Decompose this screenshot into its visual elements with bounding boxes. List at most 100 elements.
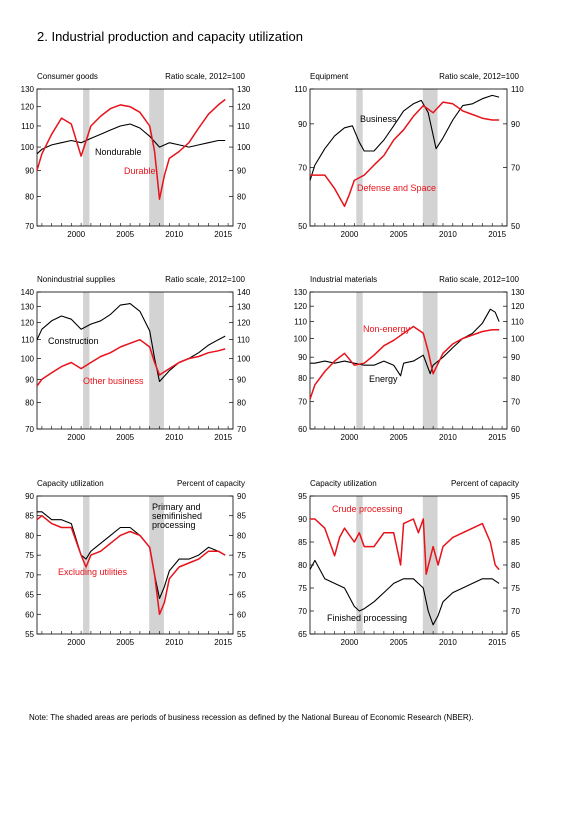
- panel-1-xtick-label: 2005: [116, 230, 134, 239]
- panel-2-recession-band-1: [356, 89, 363, 226]
- panel-5-ytick-label-left: 85: [25, 512, 34, 521]
- panel-6-recession-band-2: [422, 496, 438, 634]
- panel-4-ytick-label-right: 130: [511, 288, 525, 297]
- panel-2-ytick-label-left: 50: [298, 222, 307, 231]
- panel-3-ytick-label-right: 110: [237, 336, 250, 345]
- panel-3-ytick-label-right: 90: [237, 375, 246, 384]
- panel-4-ytick-label-left: 130: [294, 288, 308, 297]
- panel-4-ytick-label-right: 80: [511, 374, 520, 383]
- panel-6-ytick-label-left: 65: [298, 630, 307, 639]
- panel-3-ytick-label-right: 120: [237, 318, 251, 327]
- panel-4-unit-label: Ratio scale, 2012=100: [439, 275, 519, 284]
- panel-1-ytick-label-left: 110: [21, 122, 34, 131]
- panel-5-title: Capacity utilization: [37, 479, 104, 488]
- panel-1-xtick-label: 2010: [165, 230, 183, 239]
- panel-1-recession-band-2: [149, 89, 164, 226]
- panel-6-series-annotation-1: Crude processing: [332, 504, 403, 514]
- panel-1-ytick-label-right: 70: [237, 222, 246, 231]
- panel-5-ytick-label-right: 75: [237, 551, 246, 560]
- panel-3-ytick-label-left: 120: [21, 318, 35, 327]
- panel-6-ytick-label-left: 95: [298, 492, 307, 501]
- panel-6-recession-band-1: [356, 496, 363, 634]
- panel-1-ytick-label-right: 90: [237, 166, 246, 175]
- panel-2-ytick-label-right: 90: [511, 120, 520, 129]
- panel-3-series-line-2: [36, 338, 226, 387]
- panel-1-ytick-label-right: 100: [237, 143, 251, 152]
- panel-6-unit-label: Percent of capacity: [451, 479, 519, 488]
- panel-5-xtick-label: 2015: [214, 638, 232, 647]
- panel-5-xtick-label: 2000: [67, 638, 85, 647]
- panel-2-ytick-label-right: 110: [511, 85, 524, 94]
- panel-3-xtick-label: 2010: [165, 433, 183, 442]
- panel-2-xtick-label: 2005: [390, 230, 408, 239]
- panel-1-series-line-2: [36, 98, 226, 200]
- recession-note: Note: The shaded areas are periods of bu…: [29, 713, 474, 722]
- panel-3-ytick-label-right: 140: [237, 288, 251, 297]
- panel-4-ytick-label-left: 80: [298, 374, 307, 383]
- panel-3-series-annotation-2: Other business: [83, 376, 144, 386]
- panel-4-ytick-label-right: 120: [511, 302, 525, 311]
- panel-5-series-annotation-2: Excluding utilities: [58, 567, 128, 577]
- panel-1-ytick-label-right: 120: [237, 103, 251, 112]
- panel-4-ytick-label-left: 90: [298, 353, 307, 362]
- panel-5-series-line-2: [36, 514, 226, 616]
- panel-6-ytick-label-right: 90: [511, 515, 520, 524]
- panel-6-ytick-label-left: 90: [298, 515, 307, 524]
- panel-5-ytick-label-right: 80: [237, 531, 246, 540]
- panel-3-ytick-label-left: 80: [25, 399, 34, 408]
- panel-4-ytick-label-right: 100: [511, 334, 525, 343]
- panel-3-ytick-label-right: 70: [237, 425, 246, 434]
- panel-4-ytick-label-left: 110: [294, 318, 307, 327]
- panel-1-ytick-label-left: 130: [21, 85, 35, 94]
- panel-6-ytick-label-right: 85: [511, 538, 520, 547]
- panel-6-ytick-label-right: 70: [511, 607, 520, 616]
- panel-1-xtick-label: 2000: [67, 230, 85, 239]
- panel-2-unit-label: Ratio scale, 2012=100: [439, 72, 519, 81]
- panel-4-xtick-label: 2005: [390, 433, 408, 442]
- panel-6-ytick-label-left: 85: [298, 538, 307, 547]
- panel-2-title: Equipment: [310, 72, 349, 81]
- panel-5-unit-label: Percent of capacity: [177, 479, 245, 488]
- panel-3-ytick-label-left: 100: [21, 355, 35, 364]
- panel-6-ytick-label-left: 75: [298, 584, 307, 593]
- panel-2-xtick-label: 2015: [488, 230, 506, 239]
- panel-5-ytick-label-right: 70: [237, 571, 246, 580]
- panel-2-ytick-label-left: 70: [298, 164, 307, 173]
- panel-6-ytick-label-right: 95: [511, 492, 520, 501]
- panel-5-ytick-label-left: 55: [25, 630, 34, 639]
- panel-4-series-line-2: [309, 325, 500, 400]
- panel-6-ytick-label-right: 75: [511, 584, 520, 593]
- panel-1-series-annotation-2: Durable: [124, 166, 156, 176]
- panel-4-ytick-label-left: 70: [298, 398, 307, 407]
- panel-2-ytick-label-right: 50: [511, 222, 520, 231]
- panel-5-series-annotation-1: Primary and semifinished processing: [152, 502, 202, 530]
- panel-2-ytick-label-left: 90: [298, 120, 307, 129]
- panel-4-title: Industrial materials: [310, 275, 377, 284]
- panel-4-ytick-label-right: 110: [511, 318, 524, 327]
- panel-3-ytick-label-left: 140: [21, 288, 35, 297]
- panel-5-ytick-label-right: 65: [237, 591, 246, 600]
- panel-3-series-line-1: [36, 303, 226, 383]
- panel-4-series-annotation-1: Non-energy: [363, 324, 411, 334]
- panel-6-series-line-1: [310, 518, 500, 575]
- panel-1-ytick-label-left: 70: [25, 222, 34, 231]
- panel-3-ytick-label-left: 130: [21, 303, 35, 312]
- panel-3-ytick-label-right: 100: [237, 355, 251, 364]
- panel-3-ytick-label-right: 80: [237, 399, 246, 408]
- panel-1-ytick-label-left: 120: [21, 103, 35, 112]
- panel-6-xtick-label: 2005: [390, 638, 408, 647]
- panel-1-frame: [36, 88, 234, 227]
- panel-3-unit-label: Ratio scale, 2012=100: [165, 275, 245, 284]
- panel-5-xtick-label: 2005: [116, 638, 134, 647]
- panel-5-ytick-label-left: 65: [25, 591, 34, 600]
- panel-5-ytick-label-right: 90: [237, 492, 246, 501]
- panel-5-ytick-label-right: 85: [237, 512, 246, 521]
- panel-5-ytick-label-left: 80: [25, 531, 34, 540]
- panel-3-series-annotation-1: Construction: [48, 336, 99, 346]
- panel-5-series-line-1: [37, 511, 226, 600]
- panel-4-ytick-label-right: 70: [511, 398, 520, 407]
- panel-1-unit-label: Ratio scale, 2012=100: [165, 72, 245, 81]
- panel-4-xtick-label: 2000: [341, 433, 359, 442]
- panel-6-ytick-label-left: 70: [298, 607, 307, 616]
- panel-1-ytick-label-left: 100: [21, 143, 35, 152]
